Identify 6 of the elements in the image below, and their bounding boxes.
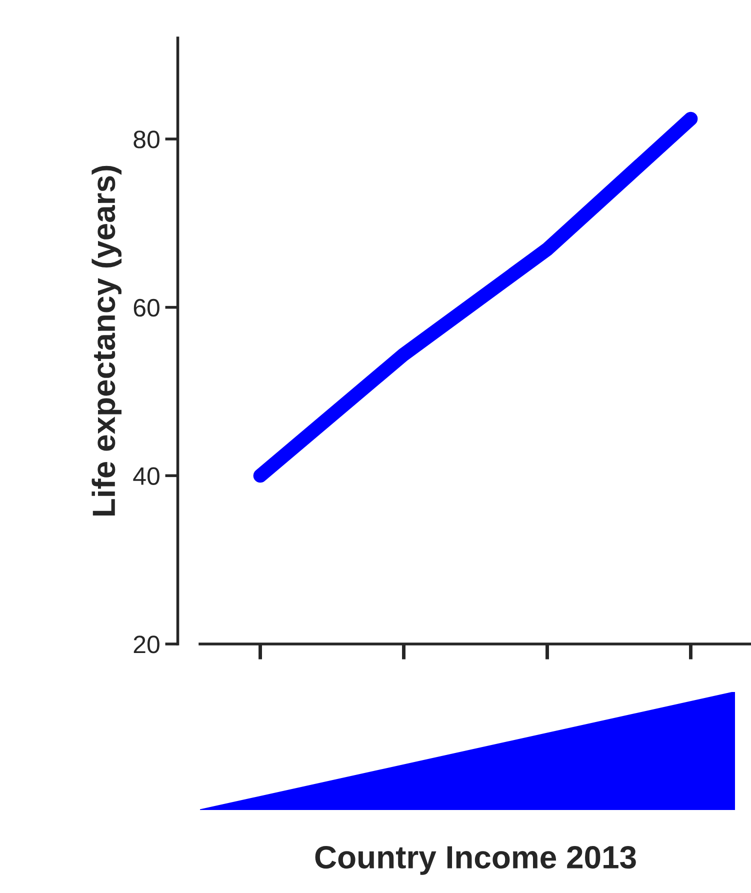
y-tick-label: 60 [134,298,160,317]
y-tick-label: 20 [134,636,160,654]
y-tick-label: 80 [134,130,160,148]
y-tick-label: 40 [133,467,160,485]
text: Country Income 2013 [315,846,636,875]
y-axis-title: Life expectancy (years) [92,166,122,516]
